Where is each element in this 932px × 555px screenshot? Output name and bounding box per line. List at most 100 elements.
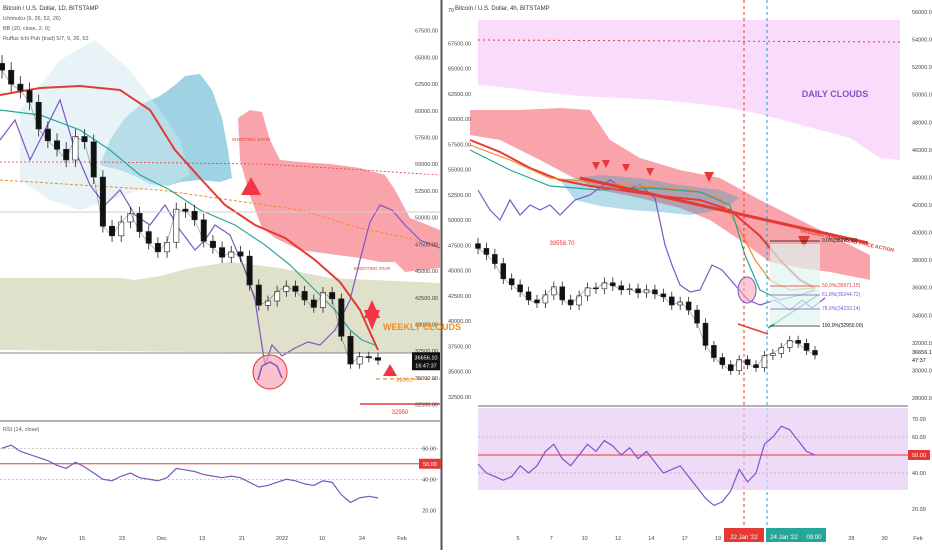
left-y-tick: 42500.00 — [415, 296, 438, 302]
left-candle — [118, 221, 125, 237]
left-down-arrow-icon — [364, 310, 380, 330]
left-x-tick: 23 — [119, 536, 125, 542]
left-candle — [310, 299, 317, 308]
left-candle — [145, 231, 152, 244]
left-ichimoku-layers — [0, 40, 441, 405]
annotation-39000: 39000 — [396, 378, 413, 384]
right-arrow-icon-6 — [798, 236, 810, 248]
left-y-tick: 62500.00 — [415, 82, 438, 88]
left-bb-upper — [0, 179, 441, 246]
left-candle — [246, 255, 253, 286]
date-badge-24-jan: 24 Jan '22 — [770, 535, 798, 541]
far-axis-tick: 40000.00 — [912, 231, 932, 237]
right-arrow-icon-5 — [704, 172, 714, 182]
right-candle — [702, 322, 709, 346]
right-y-tick: 40000.00 — [448, 319, 471, 325]
far-axis-tick: 56000.00 — [912, 10, 932, 16]
far-axis-tick: 44000.00 — [912, 175, 932, 181]
right-x-tick: 17 — [682, 536, 688, 542]
left-candle — [173, 208, 180, 243]
left-candle — [54, 140, 61, 150]
right-y-tick: 52500.00 — [448, 193, 471, 199]
right-y-tick-top: 70 — [448, 8, 454, 14]
right-rsi-50-badge-bg — [908, 450, 930, 460]
left-candle — [356, 356, 363, 365]
left-kijun — [0, 161, 441, 176]
right-daily-cloud-dashed — [477, 39, 901, 43]
right-y-tick: 62500.00 — [448, 92, 471, 98]
far-axis-tick: 52000.00 — [912, 65, 932, 71]
left-x-tick: Feb — [397, 536, 406, 542]
left-circle-curve — [257, 361, 283, 381]
right-countdown-label: 47:37 — [912, 358, 926, 364]
far-axis-tick: 42000.00 — [912, 203, 932, 209]
left-y-tick: 57500.00 — [415, 136, 438, 142]
left-price-label: 36656.10 — [415, 355, 438, 361]
left-countdown-label: 16:47:37 — [415, 363, 436, 369]
left-y-tick: 60000.00 — [415, 109, 438, 115]
right-rsi-tick: 60.00 — [912, 435, 926, 441]
left-price-line — [1, 70, 379, 365]
left-x-tick: 21 — [239, 536, 245, 542]
right-highlight-circle — [737, 276, 757, 304]
right-rsi-tick: 50.00 — [912, 453, 926, 459]
left-rsi-label: RSI (14, close) — [3, 427, 40, 433]
annotation-daily-clouds: DAILY CLOUDS — [802, 89, 869, 99]
left-cloud-red-upper — [238, 110, 440, 272]
date-badge-22-jan-bg — [724, 528, 764, 542]
right-y-tick: 50000.00 — [448, 218, 471, 224]
right-y-tick: 57500.00 — [448, 142, 471, 148]
left-rsi-tick: 50.00 — [423, 462, 437, 468]
right-support-red — [737, 323, 769, 335]
left-y-tick: 47500.00 — [415, 242, 438, 248]
right-daily-cloud — [478, 20, 900, 160]
left-candle — [8, 69, 15, 85]
left-y-tick: 65000.00 — [415, 55, 438, 61]
left-highlight-circle — [252, 354, 288, 390]
left-candle — [200, 219, 207, 242]
left-x-tick: 15 — [79, 536, 85, 542]
far-axis-tick: 50000.00 — [912, 93, 932, 99]
right-y-tick: 60000.00 — [448, 117, 471, 123]
left-y-tick: 52500.00 — [415, 189, 438, 195]
right-arrow-icon-3 — [622, 164, 630, 172]
right-candle — [736, 359, 742, 371]
right-cloud-red — [470, 108, 870, 280]
left-x-tick: 24 — [359, 536, 365, 542]
far-axis-tick: 28000.00 — [912, 396, 932, 402]
right-y-tick: 42500.00 — [448, 294, 471, 300]
left-candle — [219, 247, 226, 258]
right-rsi-shade — [478, 408, 908, 490]
right-rsi-tick: 70.00 — [912, 417, 926, 423]
right-y-tick: 47500.00 — [448, 243, 471, 249]
annotation-shooting-star-1: SHOOTING STAR! — [232, 137, 270, 142]
left-header-symbol: Bitcoin / U.S. Dollar, 1D, BITSTAMP — [3, 6, 99, 12]
left-y-tick: 45000.00 — [415, 269, 438, 275]
left-weekly-cloud-band — [0, 262, 440, 353]
right-lagging-purple — [477, 179, 826, 311]
left-candle — [26, 90, 33, 103]
plot-layer — [0, 55, 908, 507]
right-candle — [685, 301, 692, 311]
right-y-tick: 55000.00 — [448, 168, 471, 174]
right-y-tick: 32500.00 — [448, 395, 471, 401]
right-candle — [542, 294, 549, 304]
right-x-tick: 10 — [582, 536, 588, 542]
right-x-tick: 12 — [615, 536, 621, 542]
left-y-tick: 50000.00 — [415, 216, 438, 222]
right-candle — [761, 355, 768, 368]
annotation-shooting-star-2: SHOOTING STAR — [354, 266, 392, 271]
far-axis-tick: 34000.00 — [912, 313, 932, 319]
right-price-label: 36656.10 — [912, 350, 932, 356]
right-x-tick: 28 — [848, 536, 854, 542]
left-candle — [347, 335, 354, 365]
left-header-indicator: Ruffus Ichi Pub (trad) 5/7, 9, 26, 52 — [3, 36, 89, 42]
right-rsi-tick: 20.00 — [912, 507, 926, 513]
left-candle — [154, 243, 161, 253]
left-cloud-shade — [20, 40, 190, 210]
left-y-tick: 67500.00 — [415, 29, 438, 35]
right-y-tick: 37500.00 — [448, 344, 471, 350]
left-x-tick: 2022 — [276, 536, 288, 542]
fib-level-label: 100.0%(32950.00) — [822, 323, 863, 329]
